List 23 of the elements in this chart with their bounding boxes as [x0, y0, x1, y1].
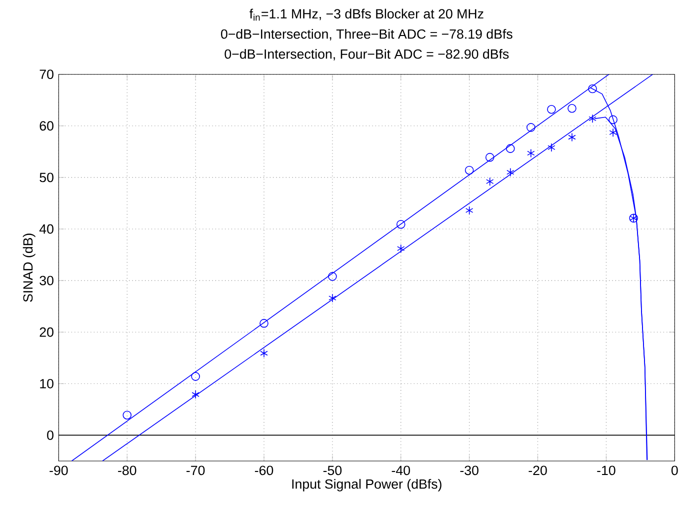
x-tick-label: 0 — [671, 466, 678, 476]
y-tick-label: 0 — [47, 430, 54, 440]
chart-title: f$_{in}$=1.1 MHz, −3 dBfs Blocker at 20 MHz — [250, 8, 484, 21]
x-tick-label: -70 — [186, 466, 205, 476]
text: 0−dB−Intersection, Four−Bit ADC = −82.90 dBfs — [224, 48, 509, 60]
y-tick-label: 20 — [40, 327, 54, 337]
y-tick-label: 70 — [40, 70, 54, 80]
x-tick-label: -20 — [528, 466, 547, 476]
x-tick-label: -40 — [392, 466, 410, 476]
y-tick-label: 10 — [40, 378, 54, 388]
y-tick-label: 30 — [40, 276, 54, 286]
x-tick-label: -30 — [460, 466, 478, 476]
y-tick-label: 60 — [40, 121, 54, 131]
x-tick-label: -10 — [597, 466, 616, 476]
x-tick-label: -80 — [118, 466, 136, 476]
x-tick-label: -60 — [254, 466, 274, 476]
y-axis-title: SINAD (dB) — [22, 234, 36, 302]
x-axis-title: Input Signal Power (dBfs) — [292, 478, 442, 492]
x-tick-label: -50 — [323, 466, 342, 476]
chart-subtitle: 0−dB−Intersection, Three−Bit ADC = −78.19 dBfs — [220, 28, 512, 40]
y-tick-label: 50 — [40, 172, 54, 182]
x-tick-label: -90 — [50, 466, 68, 476]
y-tick-label: 40 — [39, 224, 54, 234]
